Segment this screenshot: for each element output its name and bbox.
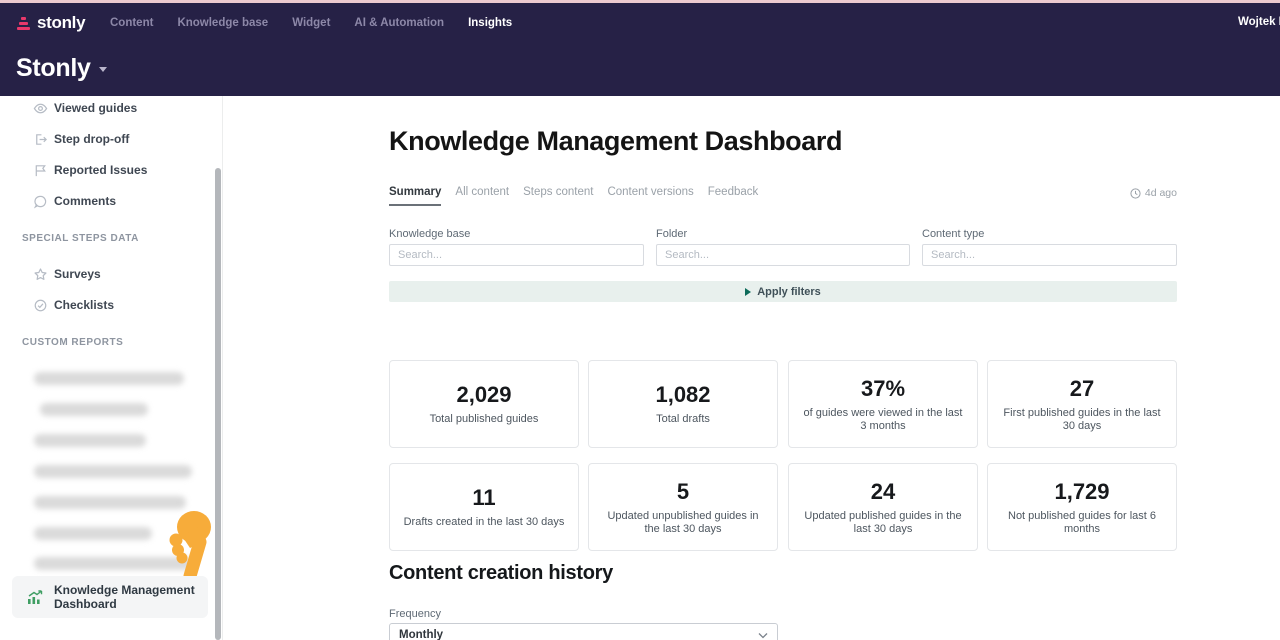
sidebar-item-label: Comments [54,194,117,208]
blurred-report-item[interactable] [34,496,186,509]
key-number-card-not-published: 1,729 Not published guides for last 6 mo… [987,463,1177,551]
card-label: of guides were viewed in the last 3 mont… [803,406,963,432]
last-updated-badge: 4d ago [1130,187,1177,199]
step-dropoff-icon [32,131,48,147]
report-item-label: Knowledge Management Dashboard [54,583,195,611]
chevron-down-icon [98,67,107,72]
key-number-card-first-published: 27 First published guides in the last 30… [987,360,1177,448]
sidebar-item-label: Viewed guides [54,101,138,115]
check-circle-icon [32,297,48,313]
card-value: 1,729 [1054,478,1110,504]
card-label: Not published guides for last 6 months [1008,509,1156,535]
chevron-down-icon [758,633,768,639]
frequency-selected-value: Monthly [399,629,444,640]
top-navigation: stonly Content Knowledge base Widget AI … [0,3,1280,42]
card-value: 5 [676,478,690,504]
ukraine-flag-icon [88,12,101,21]
filter-label-content-type: Content type [922,228,985,240]
workspace-name: Stonly [16,54,91,82]
workspace-switcher[interactable]: Stonly [16,54,107,83]
blurred-report-item[interactable] [34,557,192,570]
main-nav: Content Knowledge base Widget AI & Autom… [110,3,512,42]
sidebar-item-label: Reported Issues [54,163,148,177]
apply-filters-label: Apply filters [757,285,821,298]
card-label: Updated unpublished guides in the last 3… [607,509,759,535]
logo-text: stonly [37,12,86,32]
star-icon [32,266,48,282]
nav-item-ai-automation[interactable]: AI & Automation [354,16,445,29]
stonly-logo-icon [17,16,30,30]
sidebar-item-label: Checklists [54,298,115,312]
frequency-select[interactable]: Monthly [389,623,778,640]
nav-item-widget[interactable]: Widget [292,16,331,29]
key-number-card-total-drafts: 1,082 Total drafts [588,360,778,448]
last-updated-text: 4d ago [1144,187,1177,199]
tab-feedback[interactable]: Feedback [707,186,759,198]
page-title: Knowledge Management Dashboard [389,126,843,156]
sidebar-item-label: Step drop-off [54,132,130,146]
stonly-logo[interactable]: stonly [16,12,101,33]
clock-icon [1130,187,1141,199]
workspace-bar: Stonly [0,42,1280,96]
user-menu[interactable]: Wojtek B [1238,16,1280,28]
blurred-report-item[interactable] [34,465,192,478]
dashboard-main: Knowledge Management Dashboard Summary A… [223,96,1280,640]
apply-filters-button[interactable]: Apply filters [389,281,1177,302]
card-label: Drafts created in the last 30 days [403,516,565,528]
blurred-report-item[interactable] [34,372,184,385]
blurred-report-item[interactable] [34,527,152,540]
tab-summary[interactable]: Summary [389,186,442,206]
key-number-card-drafts-created: 11 Drafts created in the last 30 days [389,463,579,551]
key-number-card-total-published: 2,029 Total published guides [389,360,579,448]
sidebar-section-custom-reports: CUSTOM REPORTS [22,337,124,348]
frequency-label: Frequency [389,608,441,620]
key-number-card-updated-published: 24 Updated published guides in the last … [788,463,978,551]
window-top-strip [0,0,1280,3]
key-number-card-updated-unpublished: 5 Updated unpublished guides in the last… [588,463,778,551]
flag-icon [32,162,48,178]
blurred-report-item[interactable] [40,403,148,416]
play-triangle-icon [745,287,752,296]
tab-content-versions[interactable]: Content versions [607,186,694,198]
dashboard-tabs: Summary All content Steps content Conten… [389,186,758,206]
folder-filter-input[interactable] [656,244,910,266]
comment-icon [32,193,48,209]
card-value: 24 [870,478,896,504]
content-type-filter-input[interactable] [922,244,1177,266]
card-value: 1,082 [655,382,711,407]
sidebar-scrollbar[interactable] [215,168,221,640]
insights-sidebar: Viewed guides Step drop-off Reported Iss… [0,96,223,640]
knowledge-base-filter-input[interactable] [389,244,644,266]
sidebar-section-special-steps-data: SPECIAL STEPS DATA [22,233,139,244]
content-creation-history-heading: Content creation history [389,562,613,584]
nav-item-knowledge-base[interactable]: Knowledge base [177,16,269,29]
nav-item-content[interactable]: Content [110,16,154,29]
card-value: 27 [1069,375,1095,401]
tab-all-content[interactable]: All content [455,186,510,198]
card-value: 11 [472,485,496,510]
card-value: 2,029 [456,382,512,407]
report-chart-icon [28,590,43,604]
filter-label-knowledge-base: Knowledge base [389,228,471,240]
pointer-hand-cursor-icon [169,511,211,582]
card-label: Updated published guides in the last 30 … [804,509,962,535]
eye-icon [32,100,48,116]
card-label: Total published guides [429,413,539,425]
card-value: 37% [860,375,906,401]
tab-steps-content[interactable]: Steps content [523,186,594,198]
sidebar-item-knowledge-management-dashboard[interactable]: Knowledge Management Dashboard [12,576,208,618]
nav-item-insights[interactable]: Insights [468,16,513,29]
sidebar-item-label: Surveys [54,267,101,281]
filter-label-folder: Folder [656,228,688,240]
card-label: Total drafts [656,413,710,425]
card-label: First published guides in the last 30 da… [1003,406,1161,432]
blurred-report-item[interactable] [34,434,146,447]
key-number-card-viewed-percent: 37% of guides were viewed in the last 3 … [788,360,978,448]
